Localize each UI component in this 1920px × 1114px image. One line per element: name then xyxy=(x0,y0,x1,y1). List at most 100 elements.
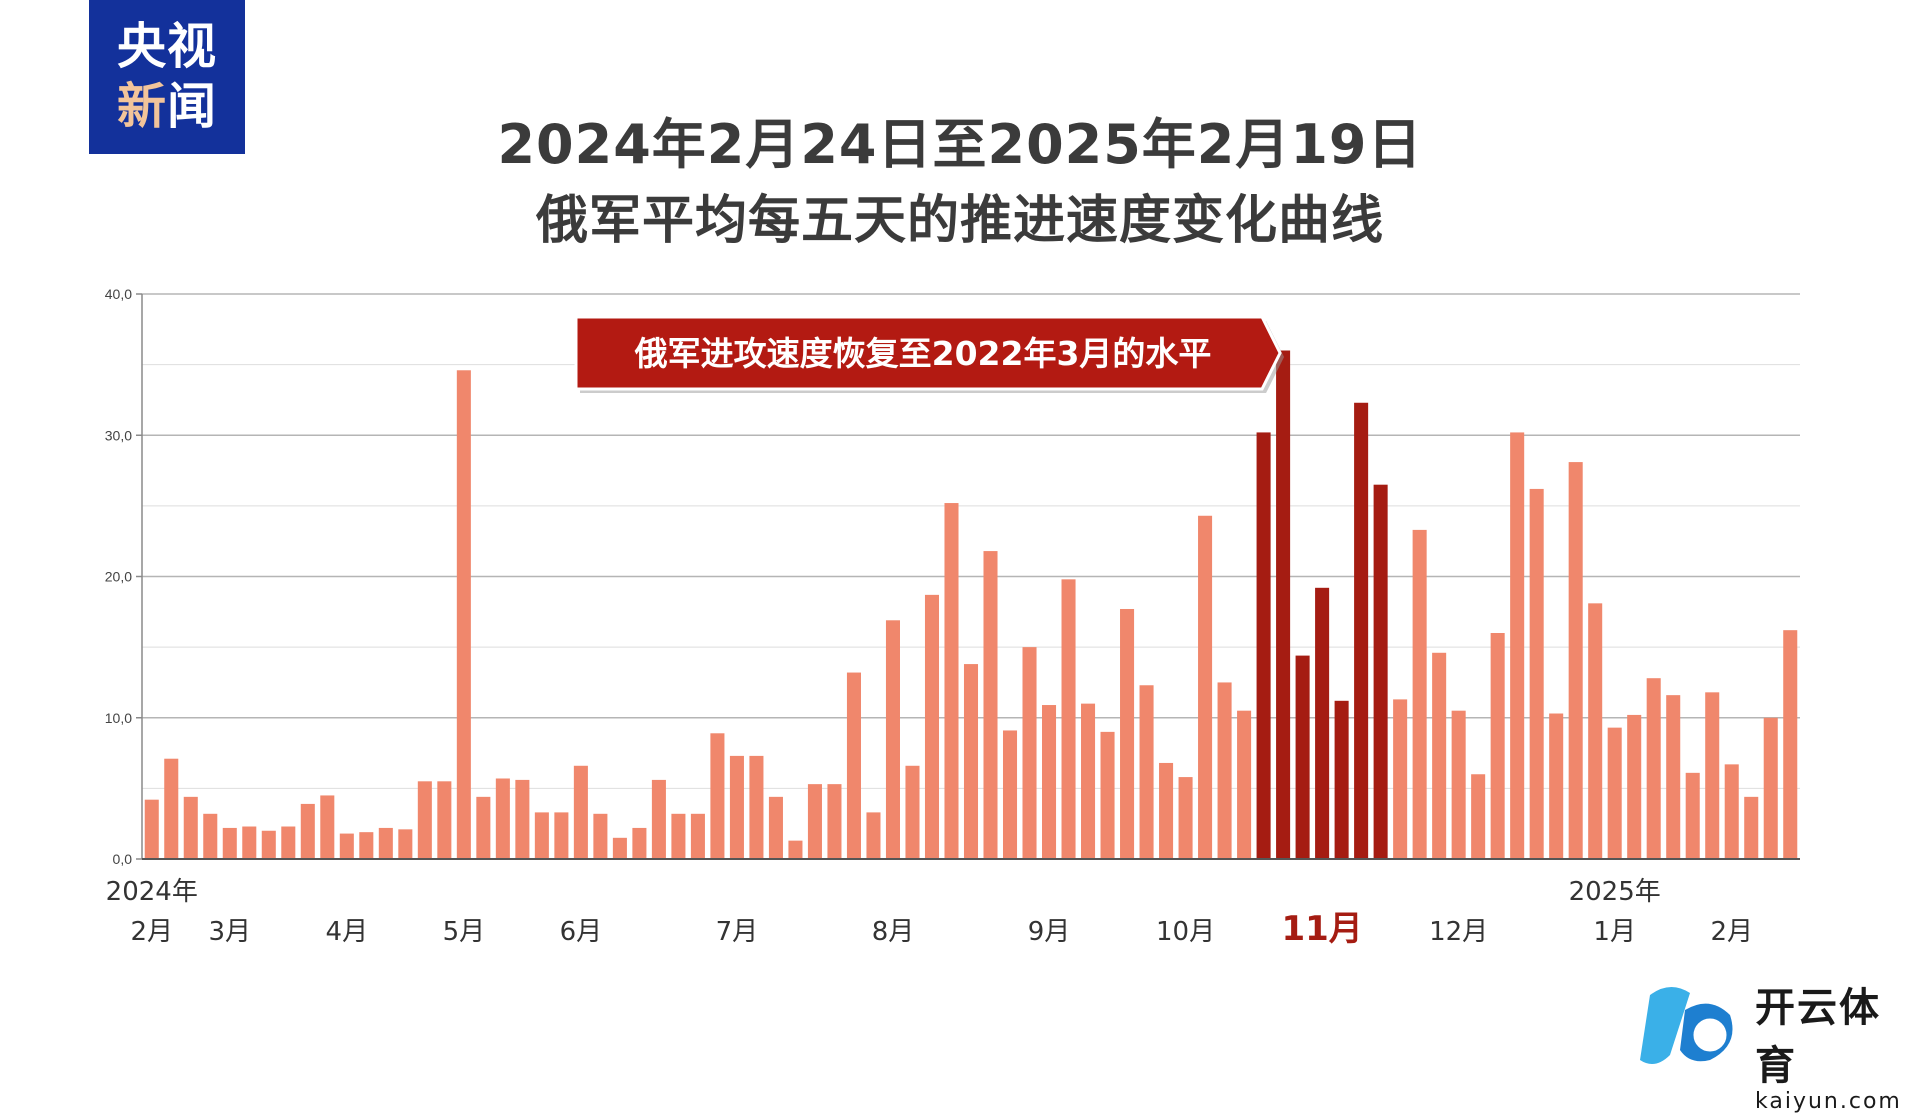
kaiyun-logo-icon xyxy=(1640,986,1733,1064)
bar xyxy=(1198,515,1213,859)
bar xyxy=(1120,608,1135,859)
bar xyxy=(1061,579,1076,859)
bar xyxy=(339,833,354,859)
bar xyxy=(651,779,666,859)
logo-line2a: 新 xyxy=(116,78,167,135)
bar xyxy=(534,812,549,859)
bar xyxy=(1763,717,1778,859)
bar xyxy=(164,758,179,859)
bar xyxy=(1627,714,1642,859)
bar xyxy=(846,672,861,859)
bar xyxy=(963,664,979,859)
bar xyxy=(612,837,627,859)
bar xyxy=(827,784,842,859)
bar xyxy=(807,784,822,859)
bar xyxy=(1607,727,1622,859)
bar-highlight xyxy=(1354,402,1369,859)
bar xyxy=(1022,647,1037,859)
bar-highlight xyxy=(1256,432,1271,859)
bar xyxy=(1139,685,1154,859)
bar-highlight xyxy=(1373,484,1388,859)
chart-title-line2: 俄军平均每五天的推进速度变化曲线 xyxy=(535,191,1384,251)
chart-title-line1: 2024年2月24日至2025年2月19日 xyxy=(497,113,1423,176)
bar xyxy=(632,827,647,859)
bar xyxy=(320,795,335,859)
x-month-label: 6月 xyxy=(560,917,603,947)
bar xyxy=(281,826,296,859)
x-month-label: 7月 xyxy=(716,917,759,947)
bar xyxy=(1237,710,1252,859)
kaiyun-watermark: 开云体育 kaiyun.com xyxy=(1630,975,1920,1114)
x-month-label: 2月 xyxy=(1710,917,1753,947)
annotation-text: 俄军进攻速度恢复至2022年3月的水平 xyxy=(634,334,1212,373)
bar-highlight xyxy=(1315,587,1330,859)
bar-highlight xyxy=(1295,655,1310,859)
bar xyxy=(222,827,237,859)
bar xyxy=(1432,652,1447,859)
bar xyxy=(885,620,900,859)
bar xyxy=(1529,488,1544,859)
bar xyxy=(866,812,881,859)
bar xyxy=(1568,462,1583,859)
bar xyxy=(983,551,998,859)
bar xyxy=(1510,432,1525,859)
bar xyxy=(749,755,764,859)
x-month-label: 11月 xyxy=(1281,909,1362,949)
bar-highlight xyxy=(1334,700,1349,859)
y-tick-label: 0,0 xyxy=(113,851,133,867)
bar xyxy=(710,733,725,859)
bar xyxy=(300,803,315,859)
x-year-label: 2025年 xyxy=(1569,877,1661,907)
bar xyxy=(1490,633,1505,859)
y-tick-label: 30,0 xyxy=(105,427,132,443)
bar xyxy=(944,503,959,859)
bar xyxy=(924,594,940,859)
bar xyxy=(456,370,471,859)
x-month-label: 1月 xyxy=(1593,917,1636,947)
bar xyxy=(768,796,783,859)
logo-line2b: 闻 xyxy=(167,78,218,135)
bar xyxy=(495,778,510,859)
bar xyxy=(1159,762,1174,859)
bar xyxy=(1724,764,1739,859)
bar xyxy=(554,812,569,859)
annotation-box xyxy=(574,315,1282,391)
bar xyxy=(1002,730,1018,859)
bar xyxy=(1549,713,1564,859)
x-month-label: 9月 xyxy=(1028,917,1071,947)
bar xyxy=(437,781,452,859)
bar xyxy=(144,799,159,859)
watermark-en: kaiyun.com xyxy=(1755,1089,1902,1114)
bar xyxy=(1588,603,1603,859)
bar xyxy=(1646,678,1661,859)
bar xyxy=(1412,529,1427,859)
bar xyxy=(417,781,432,859)
bar xyxy=(378,827,393,859)
bar xyxy=(261,830,276,859)
x-month-label: 5月 xyxy=(443,917,486,947)
bar xyxy=(1081,703,1096,859)
x-month-label: 2月 xyxy=(130,917,173,947)
bar xyxy=(1744,796,1759,859)
x-year-label: 2024年 xyxy=(106,877,198,907)
bar xyxy=(1705,692,1720,859)
logo-line1: 央视 xyxy=(116,18,217,75)
y-tick-label: 40,0 xyxy=(105,286,132,302)
bar xyxy=(1666,695,1681,859)
bar xyxy=(1217,682,1232,859)
bar-chart: 0,0 10,0 20,0 30,0 40,0 2024年 2月 3月 4月 5月 6月 7月 8月 9月… xyxy=(105,286,1800,949)
bar-highlight xyxy=(1276,350,1291,859)
y-tick-label: 10,0 xyxy=(105,710,132,726)
x-month-label: 12月 xyxy=(1429,917,1488,947)
bar xyxy=(1393,699,1408,859)
bar xyxy=(1178,777,1193,859)
annotation-callout: 俄军进攻速度恢复至2022年3月的水平 xyxy=(574,315,1285,393)
cctv-news-logo: 央视 新闻 xyxy=(89,0,245,154)
bar xyxy=(1042,705,1057,859)
bar xyxy=(1451,710,1466,859)
watermark-cn: 开云体育 xyxy=(1755,985,1881,1089)
bar xyxy=(476,796,491,859)
bar xyxy=(593,813,608,859)
bar xyxy=(203,813,218,859)
bar xyxy=(729,755,744,859)
